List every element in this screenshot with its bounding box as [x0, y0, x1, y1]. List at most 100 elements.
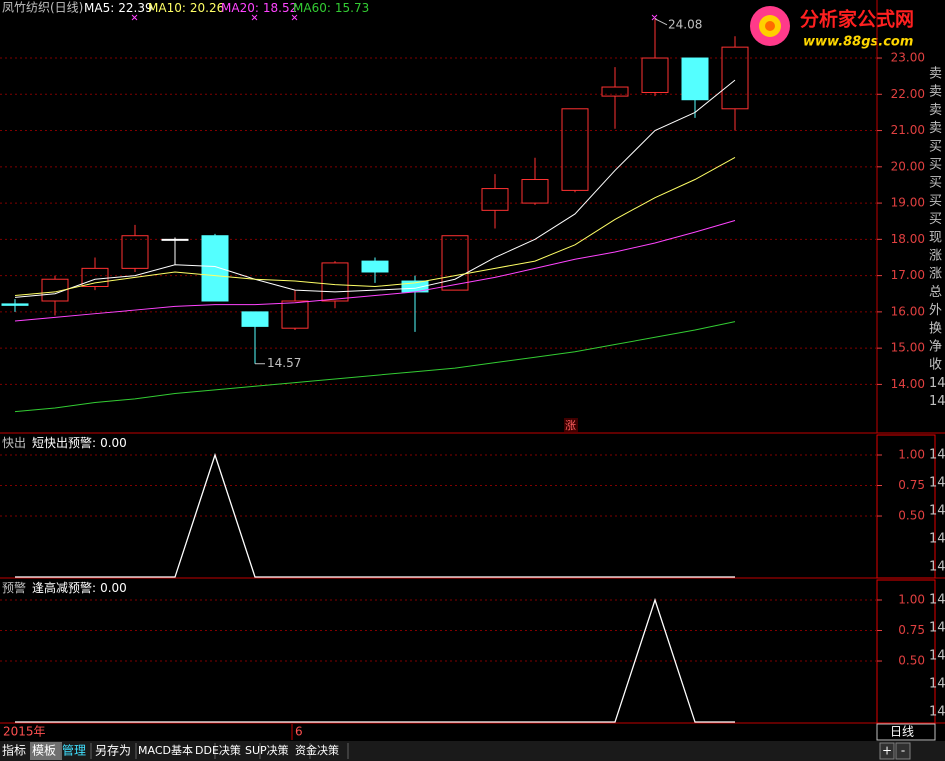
- y-tick-label: 18.00: [891, 232, 925, 246]
- logo-url: www.88gs.com: [803, 35, 913, 50]
- tab[interactable]: 管理: [62, 743, 86, 758]
- candle-body: [161, 238, 189, 241]
- side-label: 14: [929, 649, 945, 664]
- candle-body: [1, 303, 29, 306]
- candle-body: [81, 267, 109, 287]
- y-tick-label: 0.50: [898, 509, 925, 523]
- tab[interactable]: 模板: [32, 744, 56, 758]
- series-name: 短快出预警:: [32, 435, 96, 450]
- ma-line: [14, 79, 736, 298]
- legend-value: 22.39: [118, 1, 152, 15]
- annotation-leader: [654, 18, 668, 26]
- tab[interactable]: MACD基本: [138, 743, 193, 757]
- indicator-line: [15, 452, 735, 578]
- nav-button[interactable]: [895, 742, 911, 760]
- candle-body: [481, 188, 509, 211]
- y-tick-label: 16.00: [891, 304, 925, 318]
- legend-entry: MA60: 15.73: [293, 1, 369, 15]
- y-tick-label: 15.00: [891, 341, 925, 355]
- nav-button[interactable]: [879, 742, 895, 760]
- side-label: 卖: [929, 121, 942, 136]
- candle-body: [521, 179, 549, 204]
- legend-value: 20.26: [190, 1, 224, 15]
- side-label: 卖: [929, 85, 942, 100]
- legend-entry: MA5: 22.39: [84, 1, 153, 15]
- y-tick-label: 0.75: [898, 478, 925, 492]
- y-tick-label: 1.00: [898, 593, 925, 607]
- ma-line: [14, 321, 736, 413]
- candle-body: [681, 57, 709, 101]
- tab-highlight: [30, 742, 62, 760]
- ma-line: [14, 156, 736, 297]
- side-label: 14: [929, 394, 945, 409]
- y-tick-label: 19.00: [891, 196, 925, 210]
- tab[interactable]: DDE决策: [195, 743, 241, 757]
- indicator-line: [15, 597, 735, 723]
- annotation: 24.08: [668, 17, 702, 31]
- candle-body: [201, 235, 229, 302]
- side-label: 14: [929, 504, 945, 519]
- candle-body: [361, 260, 389, 273]
- tab[interactable]: SUP决策: [245, 743, 289, 757]
- legend-name: MA10:: [148, 1, 186, 15]
- candle-body: [281, 300, 309, 329]
- y-tick-label: 14.00: [891, 377, 925, 391]
- legend-name: MA5:: [84, 1, 114, 15]
- candle-body: [721, 46, 749, 110]
- legend-value: 15.73: [335, 1, 369, 15]
- side-label: 14: [929, 448, 945, 463]
- axis-box: [876, 579, 936, 724]
- candle-body: [601, 86, 629, 97]
- side-label: 14: [929, 532, 945, 547]
- annotation: 14.57: [267, 356, 301, 370]
- nav-label[interactable]: +: [882, 744, 892, 758]
- y-tick-label: 23.00: [891, 51, 925, 65]
- y-tick-label: 17.00: [891, 268, 925, 282]
- ma-line: [14, 220, 736, 322]
- candle-body: [241, 311, 269, 327]
- series-name: 逢高减预警:: [32, 580, 96, 595]
- y-tick-label: 22.00: [891, 87, 925, 101]
- side-label: 14: [929, 621, 945, 636]
- panel-title: 快出 短快出预警: 0.00: [2, 435, 127, 450]
- x-axis-label: 2015年: [3, 725, 46, 739]
- panel-name: 预警: [2, 580, 26, 595]
- side-label: 14: [929, 376, 945, 391]
- side-label: 卖: [929, 67, 942, 82]
- candle-body: [121, 235, 149, 269]
- y-tick-label: 1.00: [898, 448, 925, 462]
- signal-box: [564, 418, 578, 432]
- series-current: 0.00: [100, 581, 127, 595]
- tab[interactable]: 资金决策: [295, 743, 339, 757]
- y-tick-label: 0.75: [898, 623, 925, 637]
- candle-body: [321, 262, 349, 302]
- side-label: 涨: [929, 267, 942, 282]
- signal-marker: [131, 14, 658, 21]
- signal: 涨: [565, 419, 576, 432]
- legend-entry: MA20: 18.52: [221, 1, 297, 15]
- candle-body: [641, 57, 669, 93]
- panel-name: 快出: [2, 436, 26, 450]
- axis-box: [876, 434, 936, 579]
- side-label: 14: [929, 593, 945, 608]
- side-label: 14: [929, 560, 945, 575]
- legend-entry: MA10: 20.26: [148, 1, 224, 15]
- y-tick-label: 21.00: [891, 123, 925, 137]
- nav-label[interactable]: -: [901, 744, 905, 758]
- panel-title: 预警 逢高减预警: 0.00: [2, 580, 127, 595]
- tabs: 指标 模板 管理 另存为 MACD基本 DDE决策 SUP决策 资金决策 + -: [2, 742, 911, 760]
- tab[interactable]: 指标: [2, 743, 26, 758]
- period: 日线: [890, 725, 914, 739]
- legend-value: 18.52: [263, 1, 297, 15]
- tab[interactable]: 另存为: [95, 744, 131, 758]
- side-label: 收: [929, 358, 942, 373]
- period-box: [876, 723, 936, 741]
- tab-bar: [0, 741, 945, 761]
- side-label: 14: [929, 677, 945, 692]
- series-current: 0.00: [100, 436, 127, 450]
- side-label: 卖: [929, 103, 942, 118]
- y-tick-label: 20.00: [891, 159, 925, 173]
- side-label: 买: [929, 176, 942, 191]
